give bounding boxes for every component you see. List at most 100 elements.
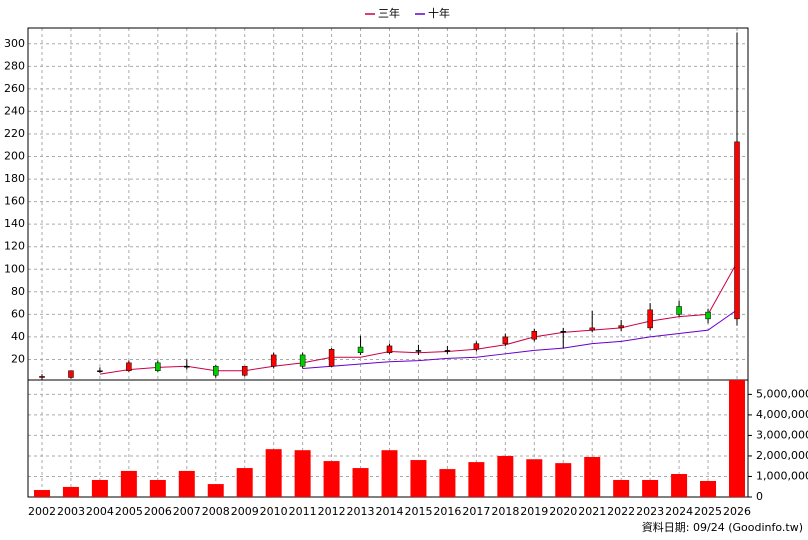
- x-tick-label: 2011: [289, 505, 317, 518]
- volume-bar: [120, 470, 137, 497]
- x-tick-label: 2020: [549, 505, 577, 518]
- candle-body: [68, 370, 74, 378]
- volume-bar: [613, 479, 630, 497]
- y-tick-label: 280: [4, 59, 25, 72]
- volume-bar: [149, 479, 166, 497]
- y-tick-label: 220: [4, 127, 25, 140]
- volume-bar: [381, 450, 398, 497]
- x-tick-label: 2009: [231, 505, 259, 518]
- y-tick-label: 300: [4, 37, 25, 50]
- volume-bar: [91, 479, 108, 497]
- candle-body: [444, 350, 451, 352]
- candle-body: [39, 376, 45, 378]
- y-tick-label: 80: [11, 285, 25, 298]
- x-tick-label: 2015: [404, 505, 432, 518]
- x-tick-label: 2005: [115, 505, 143, 518]
- volume-bar: [439, 469, 456, 497]
- x-tick-label: 2019: [520, 505, 548, 518]
- x-tick-label: 2010: [260, 505, 288, 518]
- candle-body: [328, 349, 335, 367]
- x-tick-label: 2025: [694, 505, 722, 518]
- x-tick-label: 2004: [86, 505, 114, 518]
- volume-bar: [62, 486, 79, 497]
- x-tick-label: 2023: [636, 505, 664, 518]
- x-tick-label: 2002: [28, 505, 56, 518]
- candle-body: [705, 311, 711, 320]
- candle-body: [386, 345, 393, 353]
- y-tick-label: 120: [4, 240, 25, 253]
- volume-bar: [642, 479, 659, 497]
- candle-body: [155, 362, 161, 371]
- volume-bar: [700, 480, 717, 497]
- candle-body: [589, 327, 595, 331]
- candle-body: [213, 365, 219, 376]
- x-tick-label: 2007: [173, 505, 201, 518]
- candle-body: [676, 306, 682, 315]
- x-tick-label: 2017: [462, 505, 490, 518]
- x-tick-label: 2013: [347, 505, 375, 518]
- x-tick-label: 2014: [376, 505, 404, 518]
- candle-body: [734, 141, 740, 320]
- volume-bar: [323, 461, 340, 497]
- volume-bar: [410, 460, 427, 497]
- candle-body: [647, 309, 653, 329]
- candle-body: [270, 354, 277, 367]
- candle-body: [502, 336, 509, 344]
- volume-bar: [526, 459, 543, 497]
- volume-bar: [555, 463, 572, 497]
- y2-tick-label: 5,000,000: [756, 387, 808, 400]
- volume-bar: [352, 468, 369, 497]
- volume-bar: [671, 474, 688, 497]
- volume-bar: [236, 468, 253, 497]
- candle-body: [97, 370, 103, 372]
- y2-tick-label: 4,000,000: [756, 408, 808, 421]
- footnote: 資料日期: 09/24 (Goodinfo.tw): [642, 520, 803, 534]
- candle-body: [415, 350, 422, 352]
- y2-tick-label: 2,000,000: [756, 449, 808, 462]
- volume-bar: [468, 462, 485, 497]
- x-tick-label: 2026: [723, 505, 751, 518]
- candle-body: [560, 331, 566, 333]
- y2-tick-label: 1,000,000: [756, 469, 808, 482]
- x-tick-label: 2003: [57, 505, 85, 518]
- candle-body: [184, 365, 190, 368]
- legend-label: 十年: [428, 6, 450, 20]
- y-tick-label: 240: [4, 104, 25, 117]
- volume-bar: [265, 449, 282, 497]
- y-tick-label: 180: [4, 172, 25, 185]
- y-tick-label: 20: [11, 352, 25, 365]
- x-tick-label: 2016: [433, 505, 461, 518]
- x-tick-label: 2008: [202, 505, 230, 518]
- ma-line: [302, 309, 738, 369]
- y-tick-label: 160: [4, 195, 25, 208]
- legend-label: 三年: [378, 6, 400, 20]
- candle-body: [299, 354, 306, 367]
- y-tick-label: 40: [11, 330, 25, 343]
- x-tick-label: 2012: [318, 505, 346, 518]
- x-tick-label: 2018: [491, 505, 519, 518]
- volume-bar: [294, 450, 311, 497]
- y-tick-label: 60: [11, 307, 25, 320]
- candle-body: [357, 346, 364, 353]
- x-tick-label: 2024: [665, 505, 693, 518]
- volume-bar: [34, 490, 50, 497]
- volume-bar: [584, 456, 601, 497]
- y-tick-label: 200: [4, 150, 25, 163]
- candle-body: [618, 325, 624, 329]
- candle-body: [241, 365, 248, 376]
- y2-tick-label: 3,000,000: [756, 428, 808, 441]
- y-tick-label: 140: [4, 217, 25, 230]
- candle-body: [126, 362, 132, 371]
- candle-body: [473, 343, 480, 350]
- x-tick-label: 2022: [607, 505, 635, 518]
- candle-body: [531, 331, 538, 340]
- y2-tick-label: 0: [756, 490, 763, 503]
- y-tick-label: 260: [4, 82, 25, 95]
- x-tick-label: 2006: [144, 505, 172, 518]
- volume-bar: [207, 484, 224, 497]
- x-tick-label: 2021: [578, 505, 606, 518]
- plot-frame: [27, 27, 749, 498]
- volume-bar: [729, 380, 745, 497]
